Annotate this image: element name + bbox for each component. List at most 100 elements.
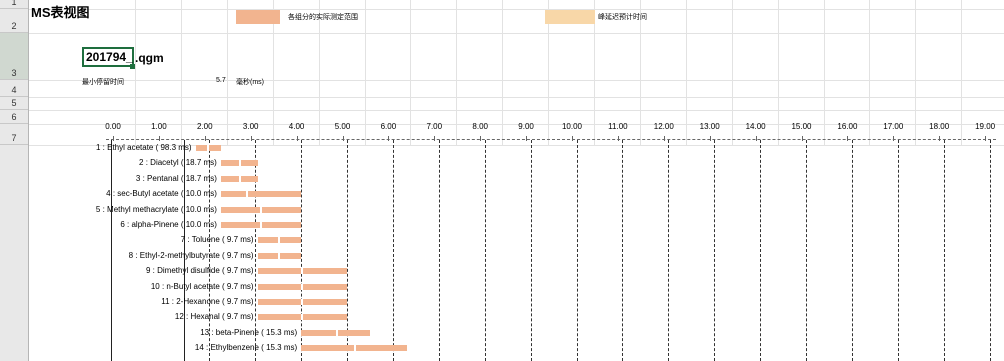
time-tick-label: 13.00: [699, 122, 720, 131]
grid-row-line: [29, 9, 1004, 10]
file-suffix: .qgm: [135, 51, 164, 65]
grid-row-line: [29, 145, 1004, 146]
bar-segment-gap: [259, 222, 262, 228]
grid-col-line: [823, 0, 825, 145]
segment-boundary: [110, 140, 112, 361]
grid-col-line: [961, 0, 963, 145]
time-tick-label: 3.00: [242, 122, 259, 131]
time-tick-mark: [847, 136, 849, 141]
grid-row-line: [29, 33, 1004, 34]
grid-col-line: [639, 0, 641, 145]
time-divider: [484, 140, 486, 361]
bar-segment-gap: [301, 283, 304, 290]
bar-segment-gap: [301, 299, 304, 305]
compound-label: 6 : alpha-Pinene ( 10.0 ms): [120, 220, 217, 229]
time-tick-mark: [204, 136, 206, 141]
fill-handle[interactable]: [130, 64, 135, 69]
grid-col-line: [869, 0, 871, 145]
grid-col-line: [272, 0, 274, 145]
bar-segment-gap: [246, 191, 249, 198]
min-dwell-value: 5.7: [216, 77, 226, 84]
time-divider: [576, 140, 578, 361]
grid-col-line: [685, 0, 687, 145]
row-header[interactable]: 7: [0, 124, 28, 145]
time-tick-mark: [801, 136, 803, 141]
time-tick-mark: [939, 136, 941, 141]
row-header[interactable]: 4: [0, 80, 28, 97]
legend-swatch-measured-range: [236, 10, 280, 24]
grid-row-line: [29, 80, 1004, 81]
time-divider: [897, 140, 899, 361]
time-tick-mark: [572, 136, 573, 141]
bar-segment-gap: [278, 252, 281, 259]
compound-label: 11 : 2-Hexanone ( 9.7 ms): [161, 297, 254, 306]
row-header[interactable]: 2: [0, 9, 28, 33]
time-tick-label: 5.00: [334, 122, 351, 131]
sheet-title: MS表视图: [31, 5, 90, 20]
time-tick-label: 17.00: [883, 122, 904, 131]
segment-boundary: [184, 140, 186, 361]
compound-label: 13 : beta-Pinene ( 15.3 ms): [200, 327, 298, 337]
time-divider: [530, 140, 532, 361]
bar-segment-gap: [353, 345, 356, 352]
time-divider: [347, 140, 349, 361]
legend-swatch-peak-delay: [545, 10, 595, 24]
time-tick-mark: [480, 136, 482, 141]
bar-segment-gap: [301, 314, 304, 321]
bar-segment-gap: [335, 329, 338, 336]
time-tick-label: 2.00: [197, 122, 213, 131]
grid-row-line: [29, 124, 1004, 125]
bar-segment-gap: [301, 268, 304, 275]
time-tick-mark: [388, 136, 390, 141]
grid-col-line: [135, 0, 136, 145]
time-tick-mark: [158, 136, 160, 141]
grid-col-line: [410, 0, 412, 145]
grid-col-line: [502, 0, 504, 145]
bar-segment-gap: [278, 237, 281, 244]
time-divider: [760, 140, 762, 361]
time-tick-label: 0.00: [105, 122, 121, 131]
compound-label: 12 : Hexanal ( 9.7 ms): [174, 312, 254, 322]
bar-segment-gap: [239, 175, 242, 182]
time-tick-label: 6.00: [380, 122, 397, 131]
bar-segment-gap: [239, 160, 242, 167]
time-tick-label: 1.00: [151, 122, 167, 131]
row-header[interactable]: 5: [0, 97, 28, 110]
time-tick-mark: [342, 136, 344, 141]
grid-col-line: [180, 0, 182, 145]
compound-label: 1 : Ethyl acetate ( 98.3 ms): [96, 143, 192, 152]
compound-label: 10 : n-Butyl acetate ( 9.7 ms): [150, 281, 254, 291]
time-tick-mark: [434, 136, 436, 141]
row-header[interactable]: 3: [0, 33, 28, 80]
grid-row-line: [29, 110, 1004, 111]
time-tick-label: 11.00: [608, 122, 628, 131]
measurement-range-bar[interactable]: [220, 191, 302, 198]
time-divider: [989, 140, 991, 361]
compound-label: 2 : Diacetyl ( 18.7 ms): [139, 158, 217, 168]
time-divider: [438, 140, 440, 361]
time-tick-mark: [113, 136, 114, 141]
row-header[interactable]: 1: [0, 0, 28, 9]
grid-col-line: [777, 0, 779, 145]
bar-segment-gap: [259, 206, 262, 213]
time-tick-label: 12.00: [653, 122, 674, 131]
time-tick-mark: [526, 136, 528, 141]
grid-col-line: [915, 0, 917, 145]
time-tick-mark: [893, 136, 895, 141]
grid-row-line: [29, 97, 1004, 98]
time-axis-line: [106, 139, 996, 140]
time-tick-mark: [985, 136, 987, 141]
compound-label: 3 : Pentanal ( 18.7 ms): [135, 173, 217, 183]
file-name-cell[interactable]: 201794_: [82, 47, 134, 67]
grid-col-line: [364, 0, 366, 145]
time-tick-label: 9.00: [518, 122, 534, 131]
time-divider: [668, 140, 670, 361]
row-header[interactable]: 6: [0, 110, 28, 124]
compound-label: 4 : sec-Butyl acetate ( 10.0 ms): [106, 189, 217, 199]
time-divider: [392, 140, 394, 361]
time-tick-mark: [709, 136, 711, 141]
time-tick-mark: [663, 136, 665, 141]
time-tick-label: 7.00: [426, 122, 443, 131]
time-tick-mark: [250, 136, 252, 141]
